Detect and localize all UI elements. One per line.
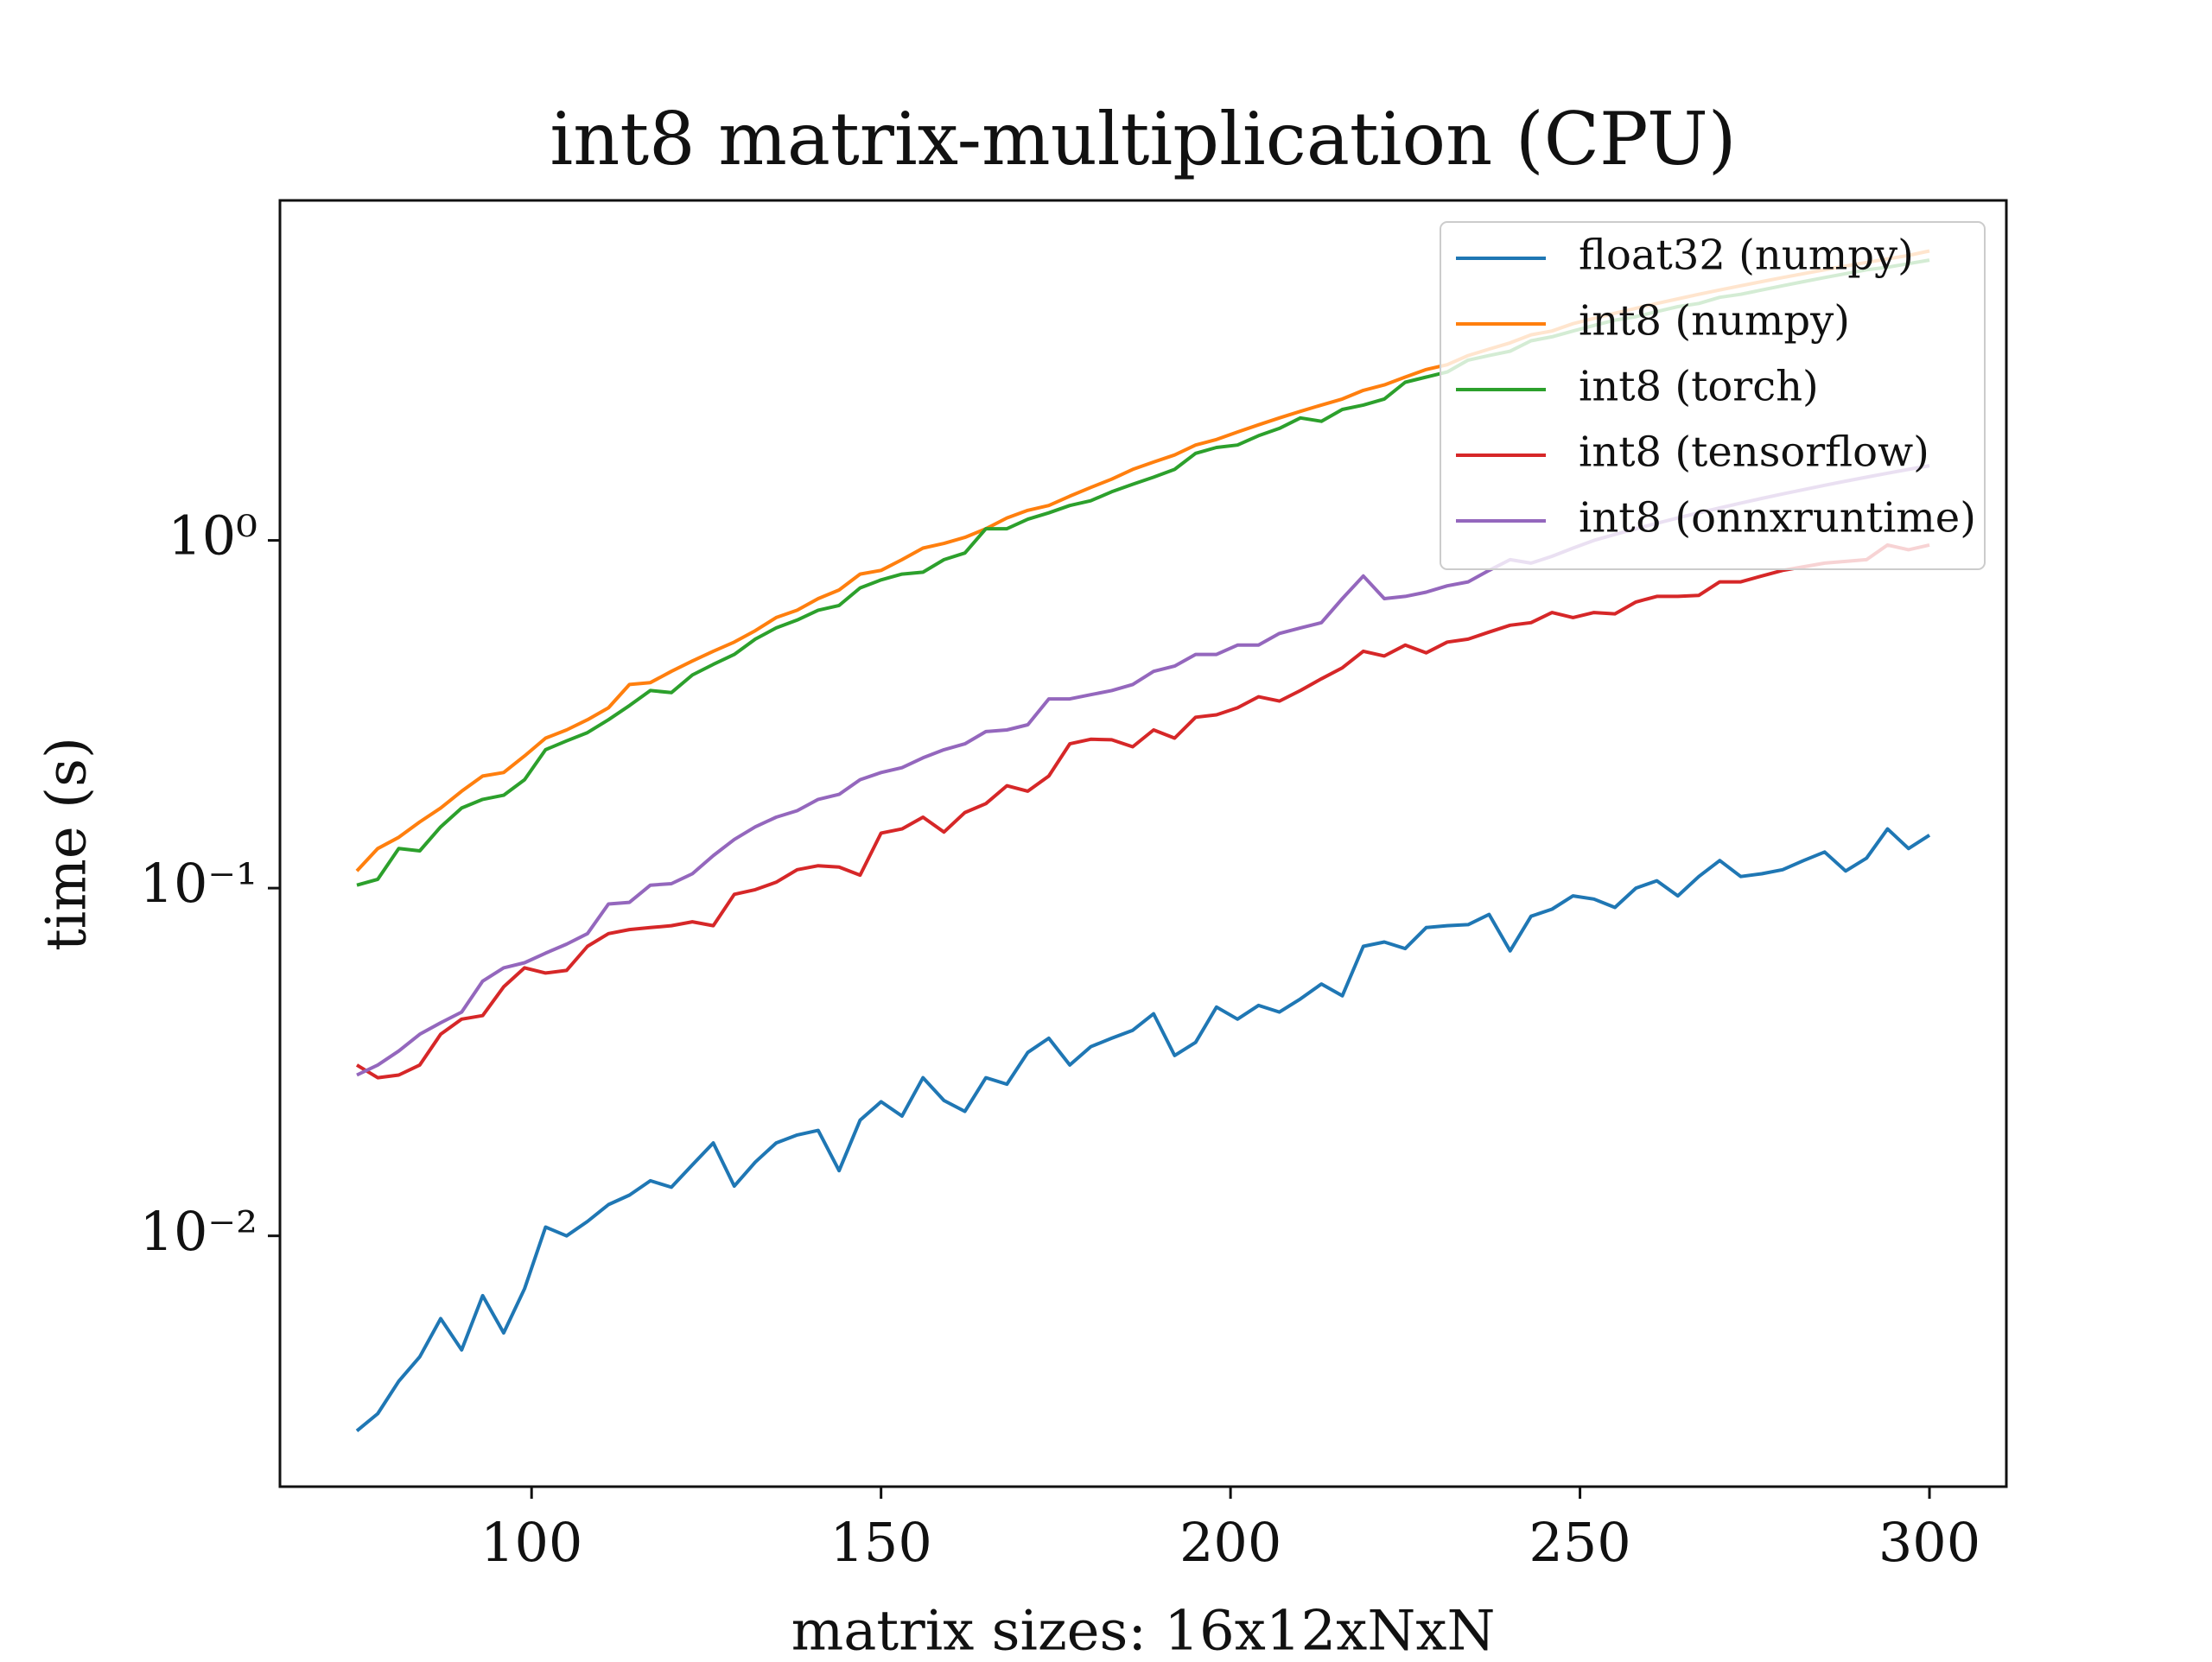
y-tick-label: 10⁻¹ [140,852,257,915]
x-tick-label: 200 [1179,1511,1281,1574]
legend-label: int8 (onnxruntime) [1579,494,1976,542]
series-line [355,827,1931,1432]
x-tick-label: 150 [830,1511,931,1574]
legend-label: int8 (tensorflow) [1579,428,1929,477]
y-axis-label: time (s) [35,737,99,951]
chart-title: int8 matrix-multiplication (CPU) [550,97,1736,181]
x-tick-label: 250 [1529,1511,1630,1574]
legend-label: int8 (torch) [1579,363,1819,411]
legend-box [1440,221,1986,570]
x-tick-label: 300 [1878,1511,1980,1574]
y-tick-label: 10⁻² [140,1200,257,1263]
x-tick-label: 100 [480,1511,582,1574]
y-tick-label: 10⁰ [168,504,257,568]
plot-frame [278,199,2008,1488]
series-line [355,542,1930,1080]
legend-label: int8 (numpy) [1579,297,1850,346]
legend-label: float32 (numpy) [1579,232,1914,280]
x-axis-label: matrix sizes: 16x12xNxN [791,1600,1496,1659]
